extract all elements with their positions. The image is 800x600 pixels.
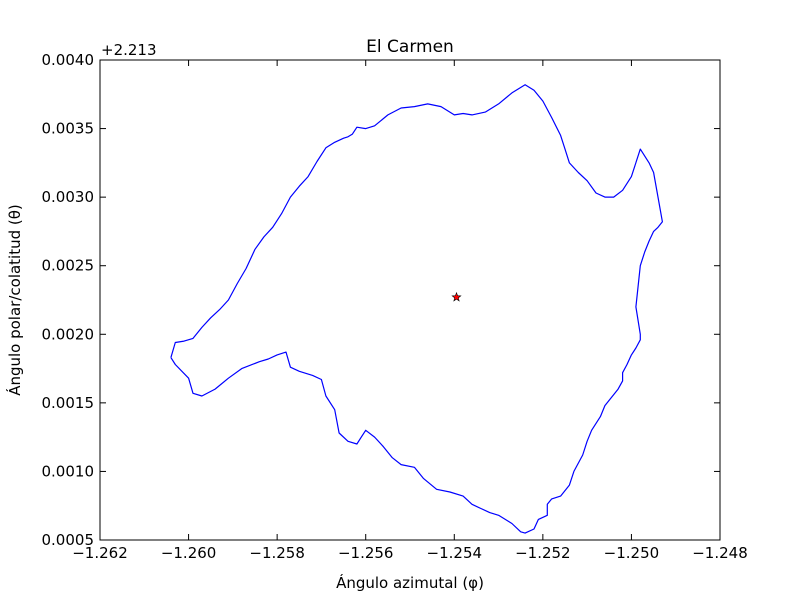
y-tick-label: 0.0005 <box>42 531 95 549</box>
x-axis-title: Ángulo azimutal (φ) <box>336 573 484 592</box>
y-tick-label: 0.0020 <box>42 325 95 343</box>
x-tick-label: −1.256 <box>338 544 394 562</box>
x-tick-label: −1.262 <box>72 544 128 562</box>
y-tick-label: 0.0015 <box>42 394 95 412</box>
y-ticks: 0.0005 0.0010 0.0015 0.0020 0.0025 0.0030 0.00… <box>42 51 720 549</box>
x-tick-label: −1.252 <box>515 544 571 562</box>
y-tick-label: 0.0035 <box>42 120 95 138</box>
x-tick-label: −1.254 <box>427 544 483 562</box>
y-offset-label: +2.213 <box>101 41 157 59</box>
y-tick-label: 0.0030 <box>42 188 95 206</box>
y-tick-label: 0.0040 <box>42 51 95 69</box>
boundary-line <box>170 84 664 534</box>
x-tick-label: −1.248 <box>692 544 748 562</box>
axes-frame <box>99 59 721 541</box>
y-axis-title: Ángulo polar/colatitud (θ) <box>5 204 24 396</box>
chart-title: El Carmen <box>366 37 454 57</box>
x-ticks: −1.262 −1.260 −1.258 −1.256 −1.254 −1.252 −1.2… <box>72 60 748 562</box>
y-tick-label: 0.0010 <box>42 462 95 480</box>
x-tick-label: −1.258 <box>249 544 305 562</box>
center-star-marker <box>451 291 462 302</box>
plot-area <box>170 84 664 534</box>
x-tick-label: −1.260 <box>161 544 217 562</box>
x-tick-label: −1.250 <box>604 544 660 562</box>
y-tick-label: 0.0025 <box>42 257 95 275</box>
